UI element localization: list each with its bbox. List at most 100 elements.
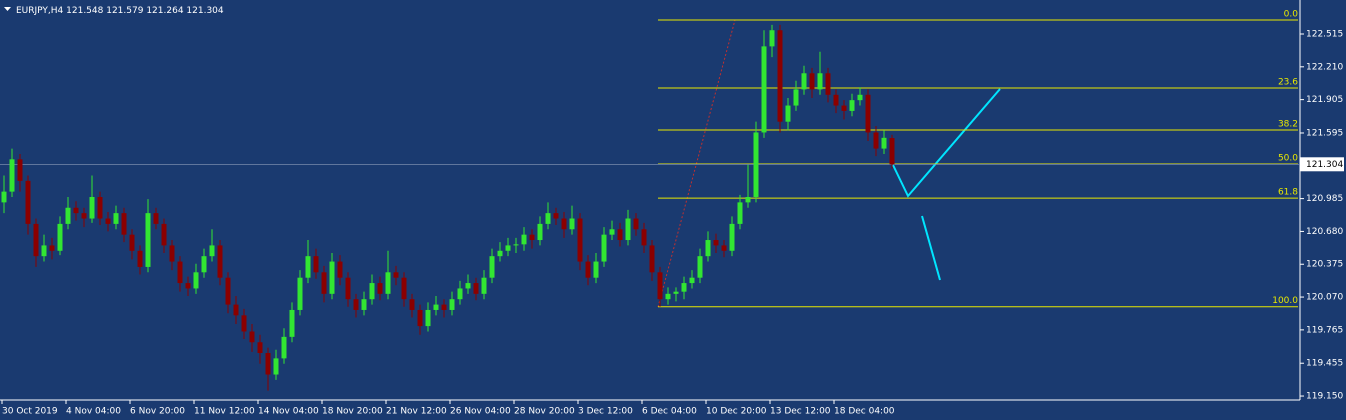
- candle-body: [41, 245, 47, 257]
- candle-body: [497, 250, 503, 257]
- y-tick-label: 119.765: [1306, 325, 1343, 335]
- candle-body: [49, 245, 55, 251]
- open: 121.548: [66, 6, 103, 16]
- candle-body: [393, 272, 399, 278]
- candle-body: [609, 229, 615, 235]
- candle-body: [553, 213, 559, 219]
- candle-body: [481, 277, 487, 294]
- candle-body: [865, 94, 871, 133]
- candle-body: [129, 234, 135, 251]
- fib-label: 23.6: [1278, 78, 1298, 88]
- candle-body: [625, 218, 631, 241]
- candle-body: [257, 342, 263, 354]
- candle-body: [185, 283, 191, 289]
- candle-body: [713, 240, 719, 246]
- candle-body: [401, 277, 407, 300]
- x-tick-label: 18 Nov 20:00: [322, 407, 383, 417]
- candle-body: [881, 137, 887, 149]
- x-tick-label: 6 Dec 04:00: [642, 407, 697, 417]
- x-tick-label: 10 Dec 20:00: [706, 407, 767, 417]
- candle-body: [97, 196, 103, 219]
- candle-body: [857, 94, 863, 101]
- candle-body: [801, 73, 807, 90]
- x-tick-label: 18 Dec 04:00: [834, 407, 895, 417]
- candle-body: [345, 277, 351, 300]
- x-tick-label: 11 Nov 12:00: [194, 407, 255, 417]
- candle-body: [601, 234, 607, 262]
- fib-label: 100.0: [1272, 296, 1298, 306]
- x-tick-label: 3 Dec 12:00: [578, 407, 633, 417]
- y-tick-label: 119.150: [1306, 392, 1343, 402]
- x-tick-label: 26 Nov 04:00: [450, 407, 511, 417]
- candle-body: [225, 277, 231, 305]
- candle-body: [369, 283, 375, 300]
- candle-body: [577, 218, 583, 262]
- candle-body: [169, 245, 175, 262]
- candle-body: [473, 283, 479, 294]
- candle-body: [33, 223, 39, 257]
- forecast-path: [892, 88, 1001, 198]
- candle-body: [681, 283, 687, 292]
- candle-body: [17, 159, 23, 181]
- candle-body: [561, 218, 567, 230]
- candle-body: [705, 240, 711, 257]
- menu-arrow[interactable]: [4, 7, 11, 11]
- candle-body: [665, 293, 671, 300]
- candle-body: [737, 202, 743, 224]
- candle-body: [641, 229, 647, 246]
- high: 121.579: [106, 6, 143, 16]
- candle-body: [65, 207, 71, 224]
- candle-body: [761, 46, 767, 133]
- candle-body: [289, 309, 295, 337]
- candle-body: [81, 213, 87, 219]
- candle-body: [545, 213, 551, 224]
- candle-body: [321, 272, 327, 294]
- candle-body: [441, 304, 447, 310]
- candle-body: [521, 234, 527, 245]
- candle-body: [145, 213, 151, 267]
- candle-body: [137, 250, 143, 267]
- candle-body: [513, 244, 519, 246]
- candle-body: [649, 245, 655, 273]
- candle-body: [721, 245, 727, 251]
- candle-body: [745, 196, 751, 203]
- candle-body: [529, 234, 535, 241]
- candle-body: [489, 256, 495, 278]
- candle-body: [329, 261, 335, 294]
- x-tick-label: 28 Nov 20:00: [514, 407, 575, 417]
- bid-tag-label: 121.304: [1306, 160, 1343, 170]
- fib-label: 0.0: [1284, 10, 1299, 20]
- candle-body: [273, 358, 279, 375]
- candle-body: [9, 159, 15, 192]
- candle-body: [193, 272, 199, 289]
- candle-body: [593, 261, 599, 278]
- candle-body: [121, 213, 127, 235]
- candle-body: [113, 213, 119, 224]
- bid-tag: [1300, 157, 1344, 172]
- y-tick-label: 121.595: [1306, 128, 1343, 138]
- forecast-path: [921, 215, 941, 281]
- candle-body: [889, 138, 895, 165]
- x-tick-label: 13 Dec 12:00: [770, 407, 831, 417]
- candle-body: [657, 272, 663, 300]
- y-tick-label: 120.375: [1306, 260, 1343, 270]
- candle-body: [249, 331, 255, 343]
- candle-body: [753, 132, 759, 197]
- candle-body: [209, 245, 215, 257]
- candle-body: [457, 288, 463, 300]
- candle-body: [409, 299, 415, 310]
- candle-body: [809, 73, 815, 90]
- candle-body: [841, 105, 847, 111]
- candle-body: [697, 256, 703, 278]
- candle-body: [105, 218, 111, 224]
- candle-body: [849, 100, 855, 111]
- candle-body: [729, 223, 735, 251]
- candle-body: [233, 304, 239, 316]
- candle-body: [153, 213, 159, 224]
- y-tick-label: 120.070: [1306, 293, 1343, 303]
- candle-body: [633, 218, 639, 230]
- candle-body: [569, 218, 575, 230]
- y-tick-label: 122.515: [1306, 29, 1343, 39]
- fib-label: 50.0: [1278, 153, 1298, 163]
